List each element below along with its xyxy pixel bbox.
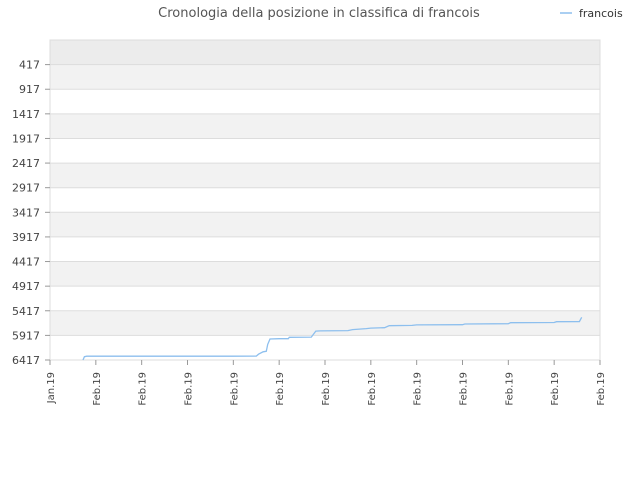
x-tick-label: Feb.19	[459, 372, 470, 406]
legend: francois	[560, 7, 623, 20]
x-tick-label: Feb.19	[321, 372, 332, 406]
y-tick-label: 2917	[12, 182, 40, 195]
plot-band	[50, 261, 600, 287]
x-tick-label: Feb.19	[184, 372, 195, 406]
y-tick-label: 5417	[12, 305, 40, 318]
y-tick-label: 917	[19, 83, 40, 96]
y-tick-label: 5917	[12, 329, 40, 342]
y-tick-label: 4417	[12, 256, 40, 269]
series-line-francois	[82, 316, 583, 361]
x-tick-label: Feb.19	[92, 372, 103, 406]
y-tick-label: 3917	[12, 231, 40, 244]
plot-band	[50, 187, 600, 213]
x-tick-label: Feb.19	[596, 372, 607, 406]
plot-band	[50, 163, 600, 188]
y-axis: 417 917 1417 1917 2417 2917 3417 3917 4417 4917 54…	[12, 59, 50, 367]
x-tick-label: Feb.19	[413, 372, 424, 406]
legend-label: francois	[579, 7, 623, 20]
x-tick-label: Feb.19	[504, 372, 515, 406]
plot-band	[50, 89, 600, 114]
y-tick-label: 2417	[12, 157, 40, 170]
chart-title: Cronologia della posizione in classifica…	[158, 6, 480, 21]
grid-lines	[50, 64, 600, 361]
plot-band	[50, 64, 600, 90]
plot-bands	[50, 40, 600, 360]
plot-band	[50, 40, 600, 65]
plot-band	[50, 212, 600, 237]
x-tick-label: Jan.19	[46, 372, 57, 404]
plot-band	[50, 236, 600, 262]
x-tick-label: Feb.19	[367, 372, 378, 406]
plot-band	[50, 138, 600, 164]
x-axis: Jan.19 Feb.19 Feb.19 Feb.19 Feb.19 Feb.19 Feb.…	[46, 360, 607, 406]
y-tick-label: 417	[19, 59, 40, 72]
y-tick-label: 3417	[12, 206, 40, 219]
x-tick-label: Feb.19	[138, 372, 149, 406]
y-tick-label: 1917	[12, 132, 40, 145]
y-tick-label: 1417	[12, 108, 40, 121]
y-tick-label: 4917	[12, 280, 40, 293]
x-tick-label: Feb.19	[229, 372, 240, 406]
series-layer	[82, 316, 583, 361]
x-tick-label: Feb.19	[275, 372, 286, 406]
plot-band	[50, 113, 600, 139]
plot-band	[50, 286, 600, 311]
y-tick-label: 6417	[12, 354, 40, 367]
x-tick-label: Feb.19	[550, 372, 561, 406]
